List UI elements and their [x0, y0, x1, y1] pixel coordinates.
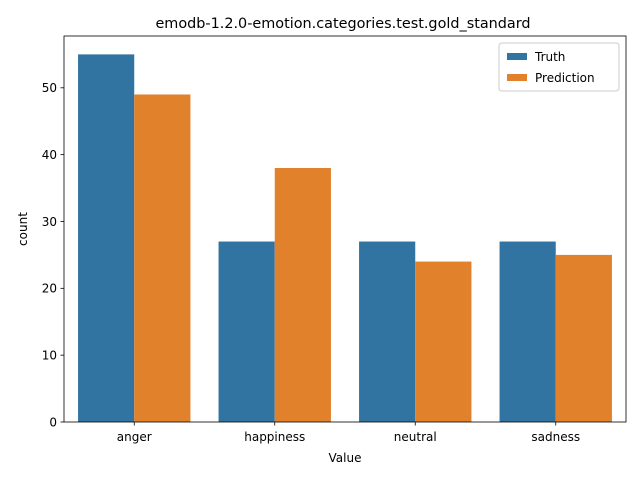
legend-label-truth: Truth [534, 50, 565, 64]
y-axis: 0 10 20 30 40 50 [42, 81, 64, 429]
y-tick-label: 30 [42, 215, 57, 229]
bar-truth-sadness [499, 241, 556, 422]
legend: Truth Prediction [498, 42, 620, 92]
plot-frame [63, 35, 627, 423]
y-tick-label: 50 [42, 81, 57, 95]
x-tick-label: sadness [531, 430, 580, 444]
x-tick-label: happiness [244, 430, 305, 444]
x-tick-label: anger [117, 430, 152, 444]
y-axis-label: count [16, 212, 30, 246]
y-tick-label: 40 [42, 148, 57, 162]
bar-prediction-neutral [415, 261, 472, 422]
legend-swatch-prediction [507, 74, 527, 81]
legend-label-prediction: Prediction [535, 71, 595, 85]
x-axis: anger happiness neutral sadness [117, 422, 580, 444]
chart-title: emodb-1.2.0-emotion.categories.test.gold… [155, 16, 530, 32]
bar-prediction-happiness [274, 168, 331, 422]
bar-truth-anger [78, 54, 135, 422]
legend-box [498, 42, 620, 92]
y-tick-label: 10 [42, 348, 57, 362]
x-tick-label: neutral [394, 430, 437, 444]
bar-prediction-sadness [555, 254, 612, 422]
y-tick-label: 0 [49, 415, 57, 429]
y-tick-label: 20 [42, 282, 57, 296]
bar-truth-neutral [359, 241, 416, 422]
legend-swatch-truth [507, 53, 527, 60]
x-axis-label: Value [329, 451, 362, 465]
bar-prediction-anger [134, 94, 191, 422]
bar-truth-happiness [218, 241, 275, 422]
bars [78, 54, 612, 422]
